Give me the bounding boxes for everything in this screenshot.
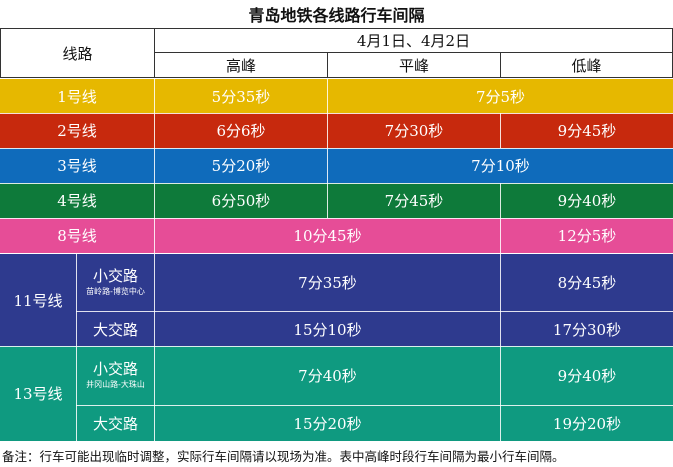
row-line2 (0, 113, 673, 148)
line2-flat: 7分30秒 (384, 122, 444, 140)
divider (154, 346, 155, 441)
divider (154, 183, 155, 218)
line2-name: 2号线 (57, 122, 97, 140)
line11-small-route: 小交路 苗岭路-博览中心 (77, 254, 154, 311)
divider (327, 148, 328, 183)
divider (76, 254, 77, 346)
line1-name: 1号线 (57, 87, 97, 106)
divider (327, 113, 328, 148)
line11-small-low: 8分45秒 (557, 274, 617, 292)
divider (0, 183, 673, 184)
line3-peak: 5分20秒 (211, 157, 271, 175)
line4-low: 9分40秒 (557, 192, 617, 210)
row-line11 (0, 254, 673, 346)
divider (0, 113, 673, 114)
line13-small-low: 9分40秒 (557, 367, 617, 385)
divider (76, 346, 77, 441)
line1-flat-low: 7分5秒 (475, 87, 526, 106)
page-title: 青岛地铁各线路行车间隔 (248, 6, 425, 25)
row-line1 (0, 79, 673, 113)
divider (76, 405, 673, 406)
line13-small-route: 小交路 井冈山路-大珠山 (77, 346, 154, 405)
divider (0, 218, 673, 219)
divider (327, 183, 328, 218)
line1-peak: 5分35秒 (211, 87, 271, 106)
divider (500, 218, 501, 253)
line3-name: 3号线 (57, 157, 97, 175)
line8-low: 12分5秒 (557, 227, 617, 245)
line8-name: 8号线 (57, 227, 97, 245)
line13-large-low: 19分20秒 (552, 415, 622, 433)
line4-name: 4号线 (57, 192, 97, 210)
divider (76, 311, 673, 312)
divider (327, 79, 328, 113)
line13-small-peak-flat: 7分40秒 (298, 367, 357, 385)
divider (154, 218, 155, 253)
header-peak: 高峰 (154, 52, 328, 78)
line13-small-stations: 井冈山路-大珠山 (86, 379, 145, 389)
header-low: 低峰 (500, 52, 673, 78)
line4-peak: 6分50秒 (211, 192, 271, 210)
line11-small-name: 小交路 (92, 267, 138, 286)
row-line4 (0, 183, 673, 218)
line11-large-low: 17分30秒 (552, 320, 622, 339)
header-date: 4月1日、4月2日 (154, 28, 673, 53)
line2-low: 9分45秒 (557, 122, 617, 140)
line13-name: 13号线 (13, 385, 63, 403)
row-line13 (0, 346, 673, 441)
divider (0, 346, 673, 347)
footnote: 备注：行车可能出现临时调整，实际行车间隔请以现场为准。表中高峰时段行车间隔为最小… (2, 448, 565, 464)
divider (154, 254, 155, 346)
divider (500, 183, 501, 218)
line8-peak-flat: 10分45秒 (293, 227, 362, 245)
divider (500, 254, 501, 346)
line3-flat-low: 7分10秒 (471, 157, 530, 175)
line13-small-name: 小交路 (92, 360, 138, 379)
divider (0, 253, 673, 254)
divider (0, 148, 673, 149)
divider (154, 148, 155, 183)
header-line: 线路 (0, 28, 155, 78)
line13-large-name: 大交路 (92, 415, 138, 433)
line11-small-stations: 苗岭路-博览中心 (86, 286, 145, 296)
divider (500, 113, 501, 148)
divider (154, 79, 155, 113)
header-flat: 平峰 (327, 52, 501, 78)
line11-large-peak-flat: 15分10秒 (293, 320, 362, 339)
line2-peak: 6分6秒 (216, 122, 266, 140)
line11-small-peak-flat: 7分35秒 (298, 274, 357, 292)
row-line3 (0, 148, 673, 183)
divider (154, 113, 155, 148)
line11-large-name: 大交路 (92, 320, 138, 339)
line13-large-peak-flat: 15分20秒 (293, 415, 362, 433)
line11-name: 11号线 (13, 291, 63, 310)
line4-flat: 7分45秒 (384, 192, 444, 210)
divider (500, 346, 501, 441)
row-line8 (0, 218, 673, 253)
